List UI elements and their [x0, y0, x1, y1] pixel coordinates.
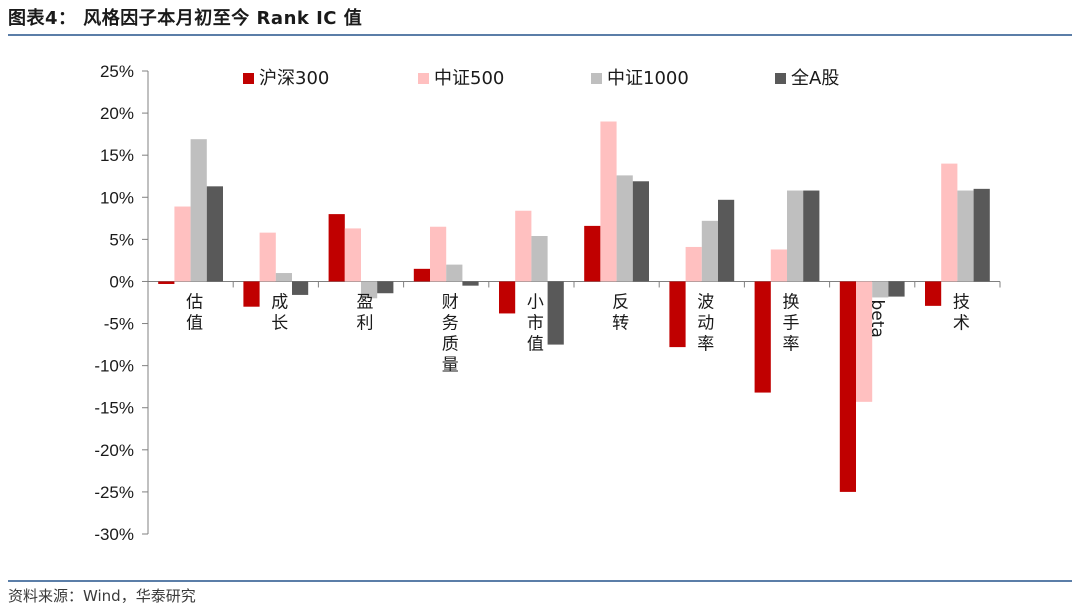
figure-title: 图表4： 风格因子本月初至今 Rank IC 值 [8, 8, 363, 29]
bar-2-6 [600, 121, 617, 282]
legend-swatch-2 [418, 73, 429, 84]
bar-2-1 [174, 206, 191, 282]
bar-4-1 [206, 186, 223, 282]
bar-1-10 [925, 281, 942, 306]
category-label: 估值 [186, 292, 203, 333]
y-tick-label: 10% [100, 188, 134, 207]
bar-1-7 [669, 281, 686, 348]
bar-2-2 [259, 232, 276, 282]
category-label: 小市值 [527, 292, 544, 354]
category-label: 波动率 [697, 292, 714, 354]
bar-4-3 [377, 281, 394, 294]
bar-4-2 [292, 281, 309, 295]
bar-1-9 [839, 281, 856, 492]
bar-3-9 [872, 281, 889, 298]
legend-label-2: 中证500 [434, 68, 504, 89]
category-label: 技术 [953, 292, 970, 333]
y-tick-label: 0% [109, 272, 134, 291]
bar-3-10 [957, 190, 974, 282]
bar-4-8 [803, 190, 820, 282]
category-label: 换手率 [783, 292, 800, 354]
bar-2-4 [430, 226, 447, 282]
bar-1-3 [328, 214, 345, 282]
y-tick-label: 25% [100, 62, 134, 81]
bar-2-3 [344, 228, 361, 282]
bar-3-3 [361, 281, 378, 299]
rank-ic-bar-chart: 25%20%15%10%5%0%-5%-10%-15%-20%-25%-30% … [94, 62, 1001, 544]
bar-3-8 [787, 190, 804, 282]
y-tick-label: -25% [94, 483, 134, 502]
category-label: 成长 [271, 292, 288, 333]
y-tick-label: -15% [94, 399, 134, 418]
legend-label-3: 中证1000 [607, 68, 689, 89]
y-tick-label: -30% [94, 525, 134, 544]
bar-2-5 [515, 210, 532, 282]
y-tick-label: -5% [104, 315, 134, 334]
bar-4-7 [718, 199, 735, 282]
title-divider [8, 34, 1072, 36]
bar-2-7 [685, 246, 702, 282]
y-tick-label: 15% [100, 146, 134, 165]
bar-1-2 [243, 281, 260, 307]
bar-1-6 [584, 225, 601, 282]
bar-2-9 [856, 281, 873, 402]
legend-swatch-4 [775, 73, 786, 84]
source-divider [8, 580, 1072, 582]
legend-label-1: 沪深300 [259, 68, 329, 89]
category-label: 反转 [612, 292, 629, 333]
bar-2-10 [941, 163, 958, 282]
bar-4-5 [547, 281, 564, 345]
bar-3-2 [275, 273, 292, 282]
category-label: 盈利 [357, 292, 374, 333]
bar-1-8 [754, 281, 771, 393]
legend-label-4: 全A股 [791, 68, 839, 89]
bar-1-1 [158, 281, 175, 284]
bar-3-4 [446, 264, 463, 282]
bar-4-4 [462, 281, 479, 286]
bar-1-4 [413, 268, 430, 282]
y-tick-label: -20% [94, 441, 134, 460]
bar-3-6 [616, 175, 633, 282]
bar-3-7 [701, 220, 718, 282]
category-label: beta [867, 299, 887, 337]
legend-swatch-3 [591, 73, 602, 84]
bar-4-6 [632, 181, 649, 282]
legend-swatch-1 [243, 73, 254, 84]
bar-2-8 [770, 249, 787, 282]
bar-3-1 [190, 139, 207, 282]
bar-1-5 [499, 281, 516, 314]
bar-3-5 [531, 236, 548, 282]
y-tick-label: 5% [109, 230, 134, 249]
y-tick-label: -10% [94, 357, 134, 376]
bar-4-9 [888, 281, 905, 297]
category-label: 财务质量 [442, 292, 459, 375]
y-tick-label: 20% [100, 104, 134, 123]
source-note: 资料来源：Wind，华泰研究 [8, 587, 196, 605]
bar-4-10 [973, 188, 990, 282]
